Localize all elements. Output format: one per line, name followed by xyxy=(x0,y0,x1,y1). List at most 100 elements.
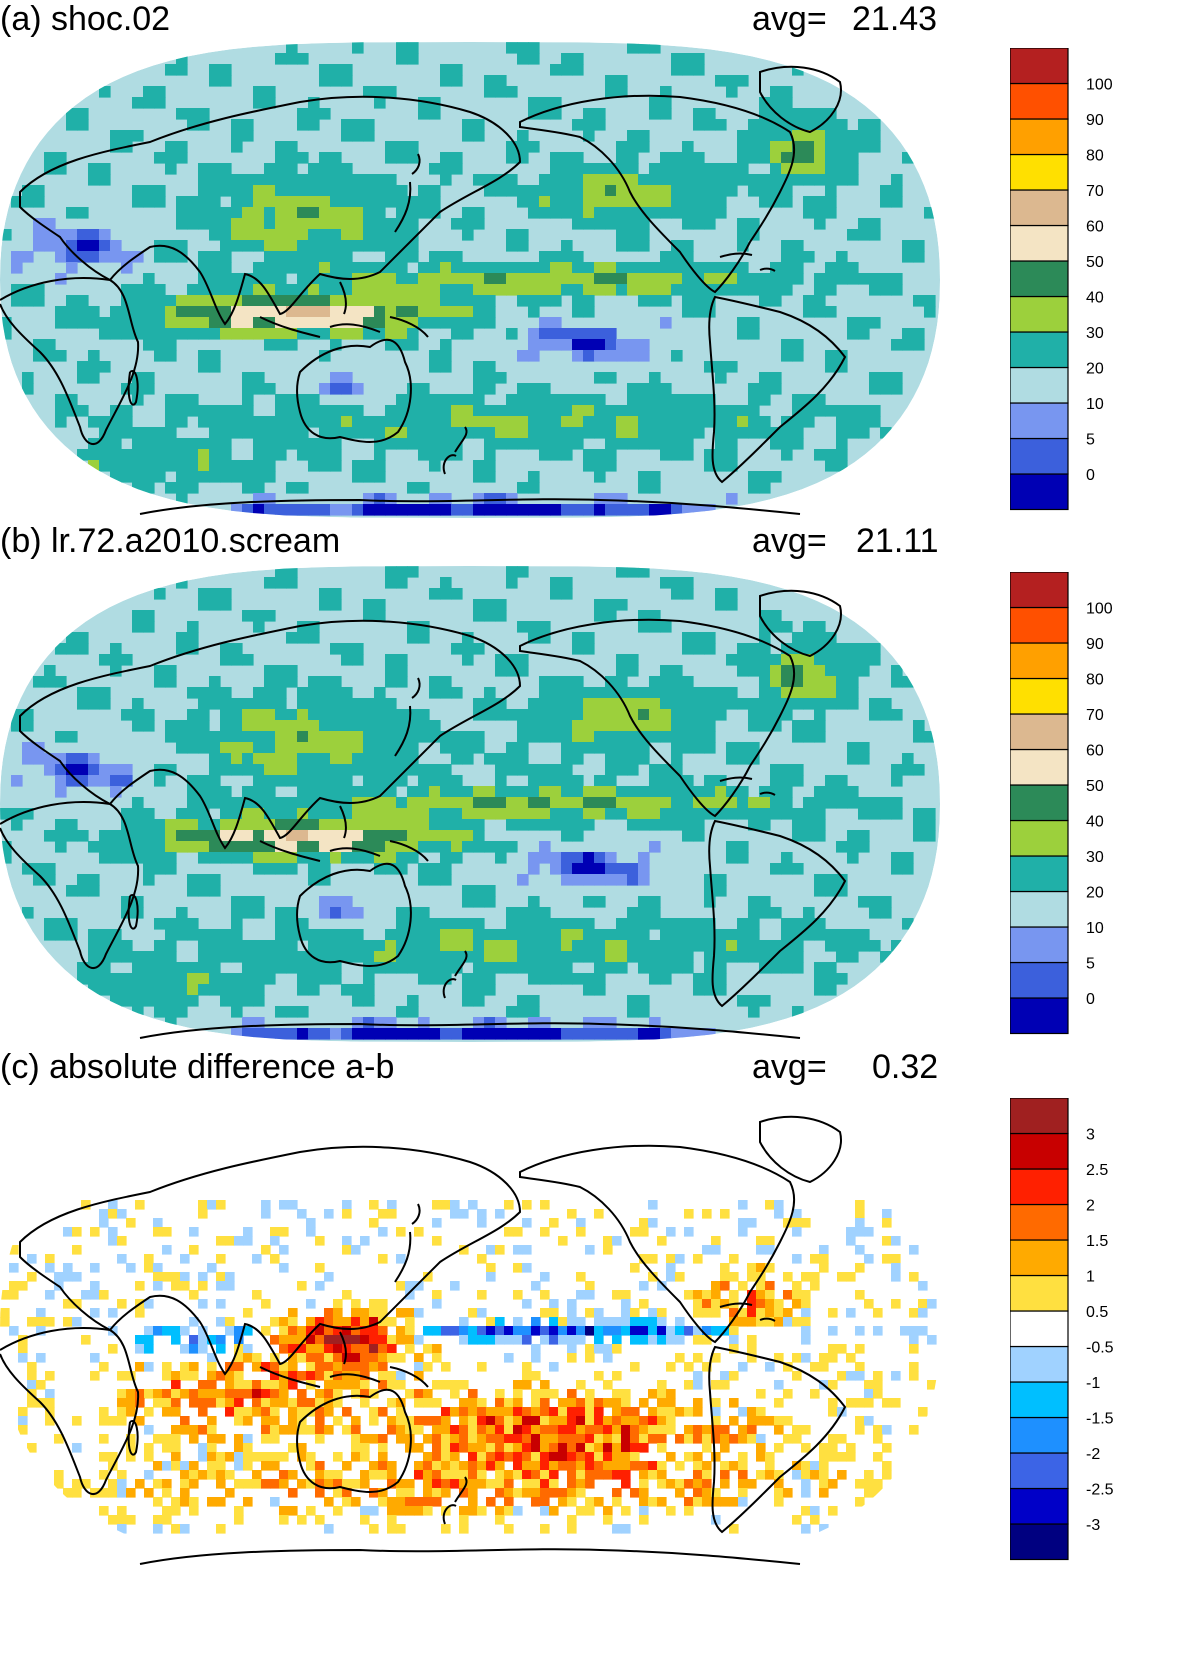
map-cell xyxy=(171,1371,181,1381)
map-cell xyxy=(583,940,595,952)
map-cell xyxy=(517,1028,529,1040)
map-cell xyxy=(261,1200,271,1210)
map-cell xyxy=(144,1326,154,1336)
map-cell xyxy=(738,1434,748,1444)
map-cell xyxy=(363,262,375,274)
map-cell xyxy=(473,471,485,483)
map-cell xyxy=(165,830,177,842)
map-cell xyxy=(801,1470,811,1480)
map-cell xyxy=(396,775,408,787)
map-cell xyxy=(187,438,199,450)
map-cell xyxy=(387,1398,397,1408)
map-cell xyxy=(180,1470,190,1480)
map-cell xyxy=(711,1308,721,1318)
map-cell xyxy=(297,504,309,516)
map-cell xyxy=(770,119,782,131)
map-cell xyxy=(429,416,441,428)
map-cell xyxy=(737,995,749,1007)
map-cell xyxy=(468,1470,478,1480)
map-cell xyxy=(858,119,870,131)
map-cell xyxy=(308,229,320,241)
map-cell xyxy=(473,841,485,853)
map-cell xyxy=(477,1335,487,1345)
map-cell xyxy=(77,372,89,384)
map-cell xyxy=(649,951,661,963)
map-cell xyxy=(405,1317,415,1327)
map-cell xyxy=(207,1443,217,1453)
map-cell xyxy=(429,951,441,963)
map-cell xyxy=(66,819,78,831)
map-cell xyxy=(549,1425,559,1435)
map-cell xyxy=(531,1416,541,1426)
map-cell xyxy=(704,108,716,120)
map-cell xyxy=(869,372,881,384)
map-cell xyxy=(605,460,617,472)
map-cell xyxy=(561,577,573,589)
map-cell xyxy=(396,240,408,252)
map-cell xyxy=(374,687,386,699)
map-cell xyxy=(297,819,309,831)
map-cell xyxy=(748,394,760,406)
map-cell xyxy=(576,1470,586,1480)
map-cell xyxy=(360,1389,370,1399)
map-cell xyxy=(319,460,331,472)
map-cell xyxy=(396,339,408,351)
map-cell xyxy=(153,1515,163,1525)
map-cell xyxy=(594,449,606,461)
map-cell xyxy=(63,1272,73,1282)
map-cell xyxy=(333,1299,343,1309)
map-cell xyxy=(616,493,628,505)
map-cell xyxy=(297,108,309,120)
map-cell xyxy=(352,698,364,710)
map-cell xyxy=(539,676,551,688)
map-cell xyxy=(165,152,177,164)
map-cell xyxy=(660,720,672,732)
map-cell xyxy=(242,174,254,186)
map-cell xyxy=(396,504,408,516)
map-cell xyxy=(549,1506,559,1516)
map-cell xyxy=(374,951,386,963)
map-cell xyxy=(297,482,309,494)
map-cell xyxy=(110,471,122,483)
map-cell xyxy=(612,1470,622,1480)
map-cell xyxy=(528,339,540,351)
map-cell xyxy=(550,185,562,197)
map-cell xyxy=(594,929,606,941)
map-cell xyxy=(558,1407,568,1417)
map-cell xyxy=(407,240,419,252)
map-cell xyxy=(360,1479,370,1489)
map-cell xyxy=(528,896,540,908)
map-cell xyxy=(484,383,496,395)
map-cell xyxy=(440,449,452,461)
map-cell xyxy=(451,731,463,743)
map-cell xyxy=(144,1335,154,1345)
map-cell xyxy=(407,284,419,296)
map-cell xyxy=(627,163,639,175)
map-cell xyxy=(319,229,331,241)
map-cell xyxy=(407,1006,419,1018)
map-cell xyxy=(440,64,452,76)
map-cell xyxy=(429,863,441,875)
map-cell xyxy=(11,262,23,274)
map-cell xyxy=(374,731,386,743)
map-cell xyxy=(671,174,683,186)
map-cell xyxy=(484,951,496,963)
map-cell xyxy=(781,808,793,820)
map-cell xyxy=(621,1443,631,1453)
map-cell xyxy=(539,504,551,516)
map-cell xyxy=(627,918,639,930)
map-cell xyxy=(726,588,738,600)
map-cell xyxy=(616,218,628,230)
map-cell xyxy=(567,1515,577,1525)
map-cell xyxy=(286,174,298,186)
map-cell xyxy=(495,427,507,439)
map-cell xyxy=(261,1299,271,1309)
map-cell xyxy=(927,1335,937,1345)
map-cell xyxy=(801,1488,811,1498)
map-cell xyxy=(279,1335,289,1345)
map-cell xyxy=(220,295,232,307)
map-cell xyxy=(330,438,342,450)
map-cell xyxy=(627,687,639,699)
map-cell xyxy=(729,1326,739,1336)
map-cell xyxy=(385,328,397,340)
